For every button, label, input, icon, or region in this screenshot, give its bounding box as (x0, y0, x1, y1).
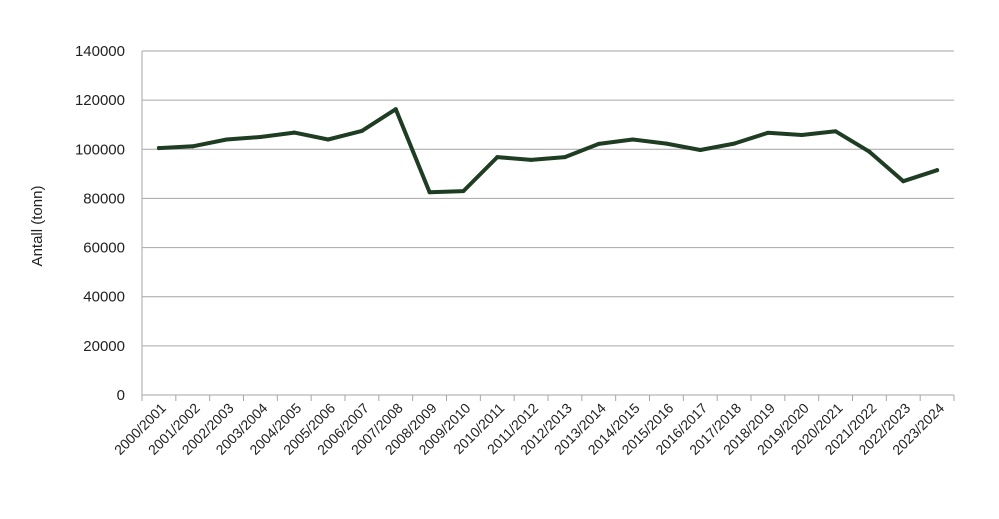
data-point (562, 155, 567, 160)
y-tick-label: 100000 (75, 141, 125, 158)
data-point (224, 137, 229, 142)
y-tick-label: 120000 (75, 92, 125, 109)
data-point (664, 141, 669, 146)
data-point (461, 189, 466, 194)
data-point (630, 137, 635, 142)
data-point (596, 141, 601, 146)
series-line (156, 107, 940, 195)
data-point (292, 130, 297, 135)
data-point (190, 144, 195, 149)
data-point (359, 128, 364, 133)
data-point (698, 148, 703, 153)
data-point (867, 149, 872, 154)
data-point (427, 190, 432, 195)
data-point (529, 157, 534, 162)
data-point (901, 179, 906, 184)
y-tick-label: 140000 (75, 43, 125, 60)
data-point (326, 137, 331, 142)
y-tick-label: 40000 (83, 289, 125, 306)
series-layer (156, 107, 940, 195)
y-tick-label: 20000 (83, 338, 125, 355)
x-axis-ticks: 2000/20012001/20022002/20032003/20042004… (111, 395, 955, 458)
data-point (393, 107, 398, 112)
y-tick-label: 60000 (83, 240, 125, 257)
data-point (935, 168, 940, 173)
y-axis-ticks: 0 20000 40000 60000 80000 100000 120000 140000 (75, 43, 125, 404)
gridlines (141, 50, 954, 396)
y-tick-label: 0 (117, 387, 125, 404)
data-point (258, 135, 263, 139)
y-tick-label: 80000 (83, 190, 125, 207)
data-point (156, 146, 161, 151)
data-point (765, 130, 770, 135)
data-point (833, 129, 838, 134)
data-point (799, 133, 804, 138)
data-point (495, 155, 500, 160)
data-point (732, 141, 737, 146)
y-axis-title: Antall (tonn) (29, 186, 46, 267)
